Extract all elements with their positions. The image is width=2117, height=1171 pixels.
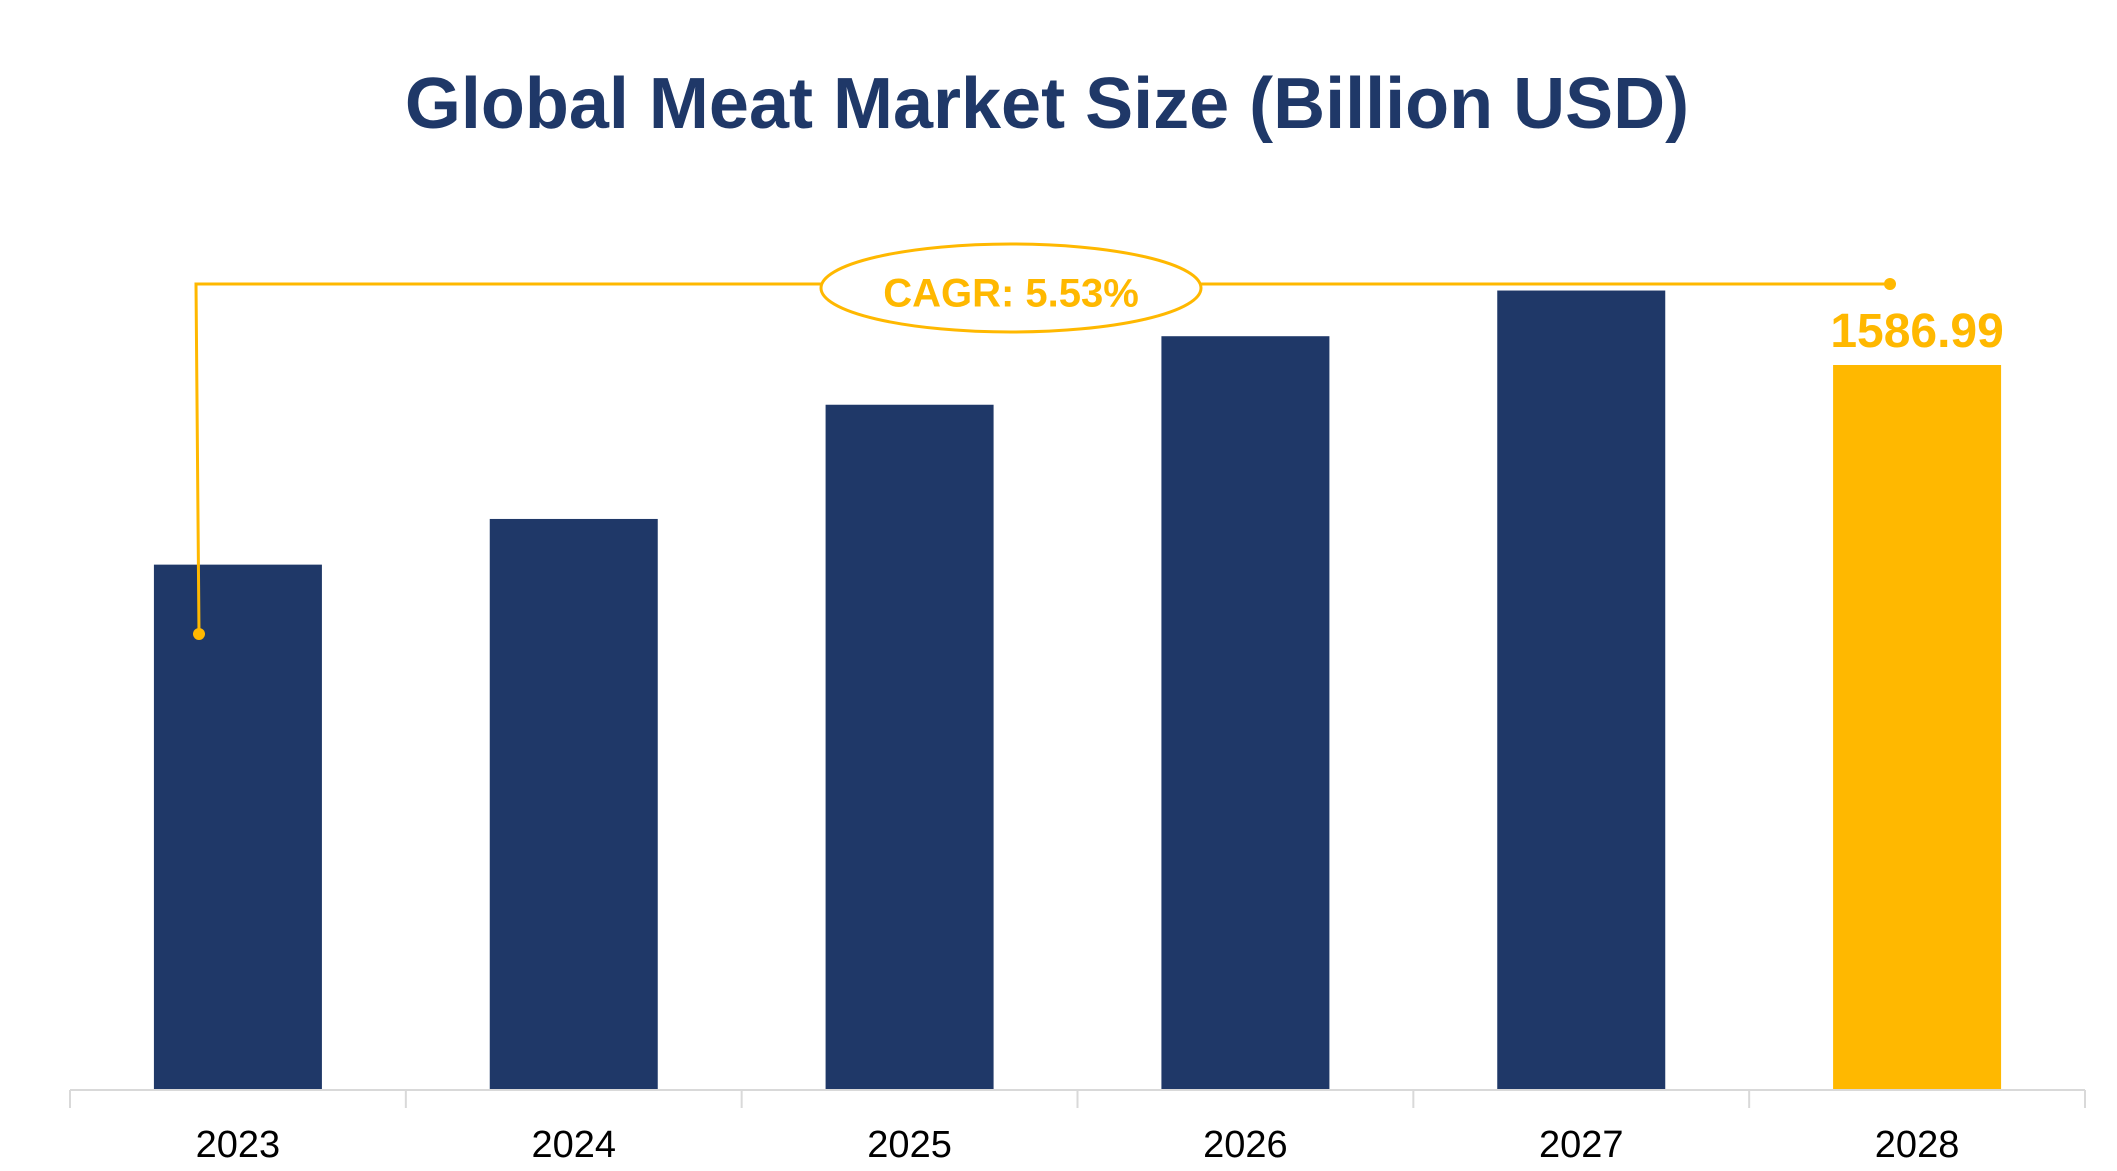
bar-2025 bbox=[825, 404, 994, 1090]
x-tick-label-2025: 2025 bbox=[867, 1124, 952, 1166]
cagr-label: CAGR: 5.53% bbox=[883, 272, 1139, 316]
cagr-annotation: CAGR: 5.53% bbox=[193, 242, 1896, 640]
bar-2023 bbox=[153, 564, 322, 1090]
bar-2027 bbox=[1497, 290, 1666, 1090]
x-tick-label-2028: 2028 bbox=[1875, 1124, 1960, 1166]
data-label-2028: 1586.99 bbox=[1830, 305, 2004, 358]
x-axis-ticks: 2023 2024 2025 2026 2027 2028 bbox=[69, 1090, 2086, 1166]
x-tick-label-2026: 2026 bbox=[1203, 1124, 1288, 1166]
cagr-start-dot bbox=[193, 628, 205, 640]
cagr-end-dot bbox=[1884, 278, 1896, 290]
bar-2028 bbox=[1833, 365, 2002, 1090]
bar-2026 bbox=[1161, 336, 1330, 1090]
cagr-connector-line bbox=[194, 282, 822, 635]
x-tick-label-2027: 2027 bbox=[1539, 1124, 1624, 1166]
cagr-ellipse bbox=[819, 242, 1203, 334]
bars-group: 1586.99 bbox=[153, 290, 2004, 1090]
chart-title: Global Meat Market Size (Billion USD) bbox=[405, 64, 1689, 144]
bar-2024 bbox=[489, 518, 658, 1090]
x-tick-label-2023: 2023 bbox=[196, 1124, 281, 1166]
x-tick-label-2024: 2024 bbox=[531, 1124, 616, 1166]
